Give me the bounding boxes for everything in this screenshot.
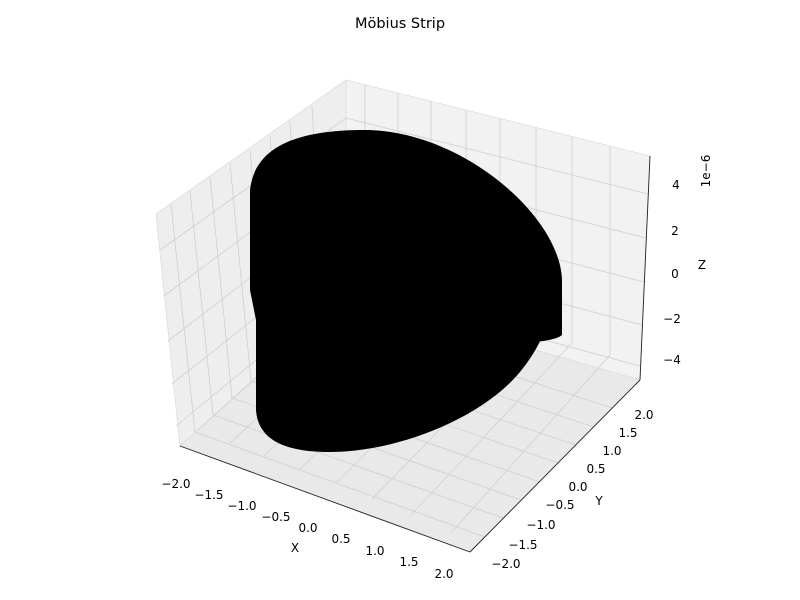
floor-grid-line bbox=[194, 431, 486, 538]
y-axis-label: Y bbox=[594, 494, 603, 508]
x-tick-label: −1.5 bbox=[194, 488, 223, 502]
y-tick-label: 1.5 bbox=[618, 426, 637, 440]
y-tick-label: −0.5 bbox=[545, 498, 574, 512]
z-tick-label: 0 bbox=[671, 267, 679, 281]
mobius-surface bbox=[250, 130, 562, 452]
x-tick-labels: −2.0 −1.5 −1.0 −0.5 0.0 0.5 1.0 1.5 2.0 bbox=[161, 477, 453, 581]
x-tick-label: 0.0 bbox=[298, 521, 317, 535]
z-axis-label: Z bbox=[698, 258, 706, 272]
z-grid-line bbox=[159, 117, 649, 251]
x-tick-label: −1.0 bbox=[227, 499, 256, 513]
z-tick-labels: −4 −2 0 2 4 bbox=[663, 178, 681, 367]
y-tick-label: 1.0 bbox=[602, 444, 621, 458]
y-tick-label: 0.0 bbox=[568, 480, 587, 494]
z-axis-line bbox=[639, 155, 651, 381]
floor-grid-line bbox=[410, 342, 573, 516]
y-tick-labels: −2.0 −1.5 −1.0 −0.5 0.0 0.5 1.0 1.5 2.0 bbox=[491, 408, 653, 571]
x-tick-label: 2.0 bbox=[434, 567, 453, 581]
z-tick-label: −2 bbox=[663, 312, 681, 326]
chart-title: Möbius Strip bbox=[355, 16, 445, 32]
x-axis-line bbox=[179, 445, 471, 553]
x-tick-label: −0.5 bbox=[261, 510, 290, 524]
y-tick-label: 2.0 bbox=[634, 408, 653, 422]
left-grid-line bbox=[209, 176, 233, 399]
y-tick-label: −2.0 bbox=[491, 557, 520, 571]
axis-lines bbox=[179, 155, 651, 553]
y-tick-label: 0.5 bbox=[586, 462, 605, 476]
z-offset-label: 1e−6 bbox=[699, 155, 713, 188]
x-tick-label: 0.5 bbox=[331, 532, 350, 546]
z-tick-label: 2 bbox=[671, 224, 679, 238]
x-tick-label: 1.0 bbox=[365, 544, 384, 558]
x-tick-label: −2.0 bbox=[161, 477, 190, 491]
floor-grid-line bbox=[212, 414, 504, 519]
y-tick-label: −1.0 bbox=[526, 518, 555, 532]
y-axis-line bbox=[469, 379, 641, 553]
floor-grid-line bbox=[450, 354, 611, 534]
x-tick-label: 1.5 bbox=[399, 555, 418, 569]
mobius-band bbox=[250, 130, 562, 452]
y-tick-label: −1.5 bbox=[508, 538, 537, 552]
left-grid-line bbox=[170, 203, 196, 433]
left-grid-line bbox=[189, 190, 214, 416]
left-grid-line bbox=[229, 162, 252, 382]
x-axis-label: X bbox=[291, 541, 299, 555]
z-tick-label: −4 bbox=[663, 353, 681, 367]
z-tick-label: 4 bbox=[672, 178, 680, 192]
